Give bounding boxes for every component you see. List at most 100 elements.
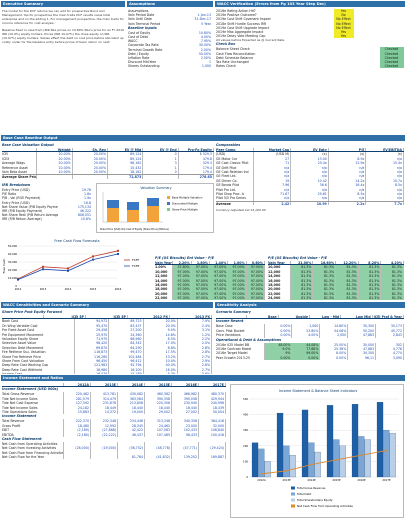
cell: n/a [366,156,404,162]
ratio-row: EBITDA (2,180) (22,222) 46,437 107,485 98,433… [2,432,226,437]
cell: GE Bonds Pilot [216,183,254,188]
cell: 97.00% [209,291,229,297]
year-head: 2012A 2013E 2014E 2015E 2016E 2017E [2,383,226,388]
y-tick-label: 30,000 [8,260,17,264]
x-tick-label: 2014 [65,287,72,291]
kv-row: Cost of Debt 4.00% [128,35,212,39]
cell: 2.2% [178,336,212,342]
sens-row: 18,000 81.3% 81.3% 81.3% 81.3% 81.3% [268,282,404,288]
check-ok: Checked [380,64,404,69]
cell: 30,300 [348,324,377,329]
cell: ICEI [2,152,38,157]
head-cell [216,315,248,319]
bar-total-shareholders-equity [264,461,271,478]
cell: 18,000 [155,287,174,292]
wacc-checks-panel: 2018e Rating Action Hit? Yes 2019e Positiv… [216,9,404,101]
cell: 81.3% [313,291,337,297]
cell: 100,418 [199,432,226,437]
scenario-head: Base Upside Low - Mid Low Mid ICEI Prof & Ye… [216,315,404,320]
kv-label: Shares Outstanding [128,64,160,69]
cell: n/a [366,174,404,179]
cell: Tide Net Income Sales [2,396,64,402]
cell: 10.0% [144,358,178,364]
cell: 71 [254,161,292,166]
cell: 479.8 [179,156,214,162]
cell: n/a [291,169,329,175]
cell: 32,000 [199,423,226,429]
kv-value: 2.00% [200,47,211,52]
sens-row: 16,000 81.3% 81.3% 81.3% 81.3% 81.3% [268,278,404,283]
data-point [360,454,363,457]
cell: 222,370 [64,419,91,424]
cell: 2016e Target Model [216,351,265,356]
cell [199,441,226,447]
cell [143,175,179,179]
y-tick-label: 300 [243,428,248,432]
cell: 81.3% [313,269,337,275]
check-label: Tax Rate Unchanged [216,59,249,64]
base-output-row: Average Wdgs 20.00% 20.00% 98,162 3 529.3 [2,161,214,166]
y-tick-label: 40,000 [8,252,17,256]
cell: 18,980 [75,367,110,373]
comparables-table: Comparables Peer Comp Market Cap EV Eqty P/E… [216,143,404,233]
cell: Deep Rate Cost Withheld [2,367,75,373]
cell: 14,000 [155,278,174,283]
valuation-summary-chart: Valuation Summary Base Multiple Valuation… [96,183,214,233]
x-tick-label: 2017E [382,478,391,482]
cell: Pre Fixed Asset Cost [2,328,75,333]
cell: Share Fire Retrieve Price [2,354,75,359]
cell: 17.5% [144,350,178,355]
cell: Valn Beta Asset [2,169,38,175]
check-row: Debt Schedule Balance Checked [216,55,404,60]
cell: 81.3% [358,274,382,279]
cell: 97.00% [246,278,265,283]
kv-row: Entry Price (USD) 19.78 [2,188,92,192]
sub-cell: (x) [291,152,329,157]
cell: 16,000 [155,282,174,288]
cell: 97.00% [191,296,210,300]
comps-row: GE Drift Pilot n/a n/a n/a n/a [216,165,404,170]
head-cell: Sh. Rev [73,148,108,152]
wacc-table: Share Price Post Equity Forward ICEI EP IC… [2,310,212,374]
head-cell: EV Eqty [291,148,329,152]
cell: 81.3% [290,274,314,279]
cell: 99.00% [292,351,321,356]
cell [145,450,172,456]
check-row: Tax Rate Unchanged Checked [216,59,404,65]
cell: 81.3% [381,278,404,283]
comps-row: GE Fleet Ltd. n/a n/a n/a n/a [216,174,404,179]
cell: 97.00% [173,291,192,297]
kv-value: 175,134 [77,204,91,209]
cell: Selective Asset Value [2,341,75,346]
kv-row: Shares Outstanding 1,000 [128,64,212,68]
cell: 97.00% [228,269,247,275]
check-ok: Checked [380,47,404,52]
legend-label: Share Price Multiple [172,208,198,212]
cashflow-title: Cash Flow Statement [2,436,42,441]
cell: 20.00% [37,161,73,166]
cell: 97.00% [191,291,210,297]
cell: Valuation Equity Share [2,336,75,342]
comps-row: GE Cost Relation Ind n/a n/a n/a n/a [216,169,404,175]
bar-total-debt [308,442,315,478]
scenario-row: Peer Growth 2013-25 0.00% 0.00% 0.00% 96,11 3… [216,355,404,361]
cell: 20.00% [73,169,108,175]
cell: 97.00% [246,287,265,292]
cell: 89,124 [108,156,144,162]
kv-row: Valn Terminal Period 5 Year [128,22,212,26]
cell: 44.08% [292,342,321,347]
cell: 0 [143,169,179,175]
income-tables: 2012A 2013E 2014E 2015E 2016E 2017E Income Sta… [2,383,226,519]
cell: $ 529.3 [179,152,214,157]
cell: 9.0% [144,328,178,333]
cell: 18,000 [268,282,291,288]
kv-value: 50.00% [198,51,211,56]
cell: 302 [376,342,404,347]
bar-total-debt [258,448,265,478]
check-label: Debt Schedule Balance [216,55,254,60]
cell: 81.3% [336,269,359,275]
check-row: 2018e Rating Action Hit? Yes [216,9,404,14]
kv-label: WACC [128,39,138,44]
kv-row: Assumptions [128,9,212,13]
cell: 363,584 [118,396,145,402]
